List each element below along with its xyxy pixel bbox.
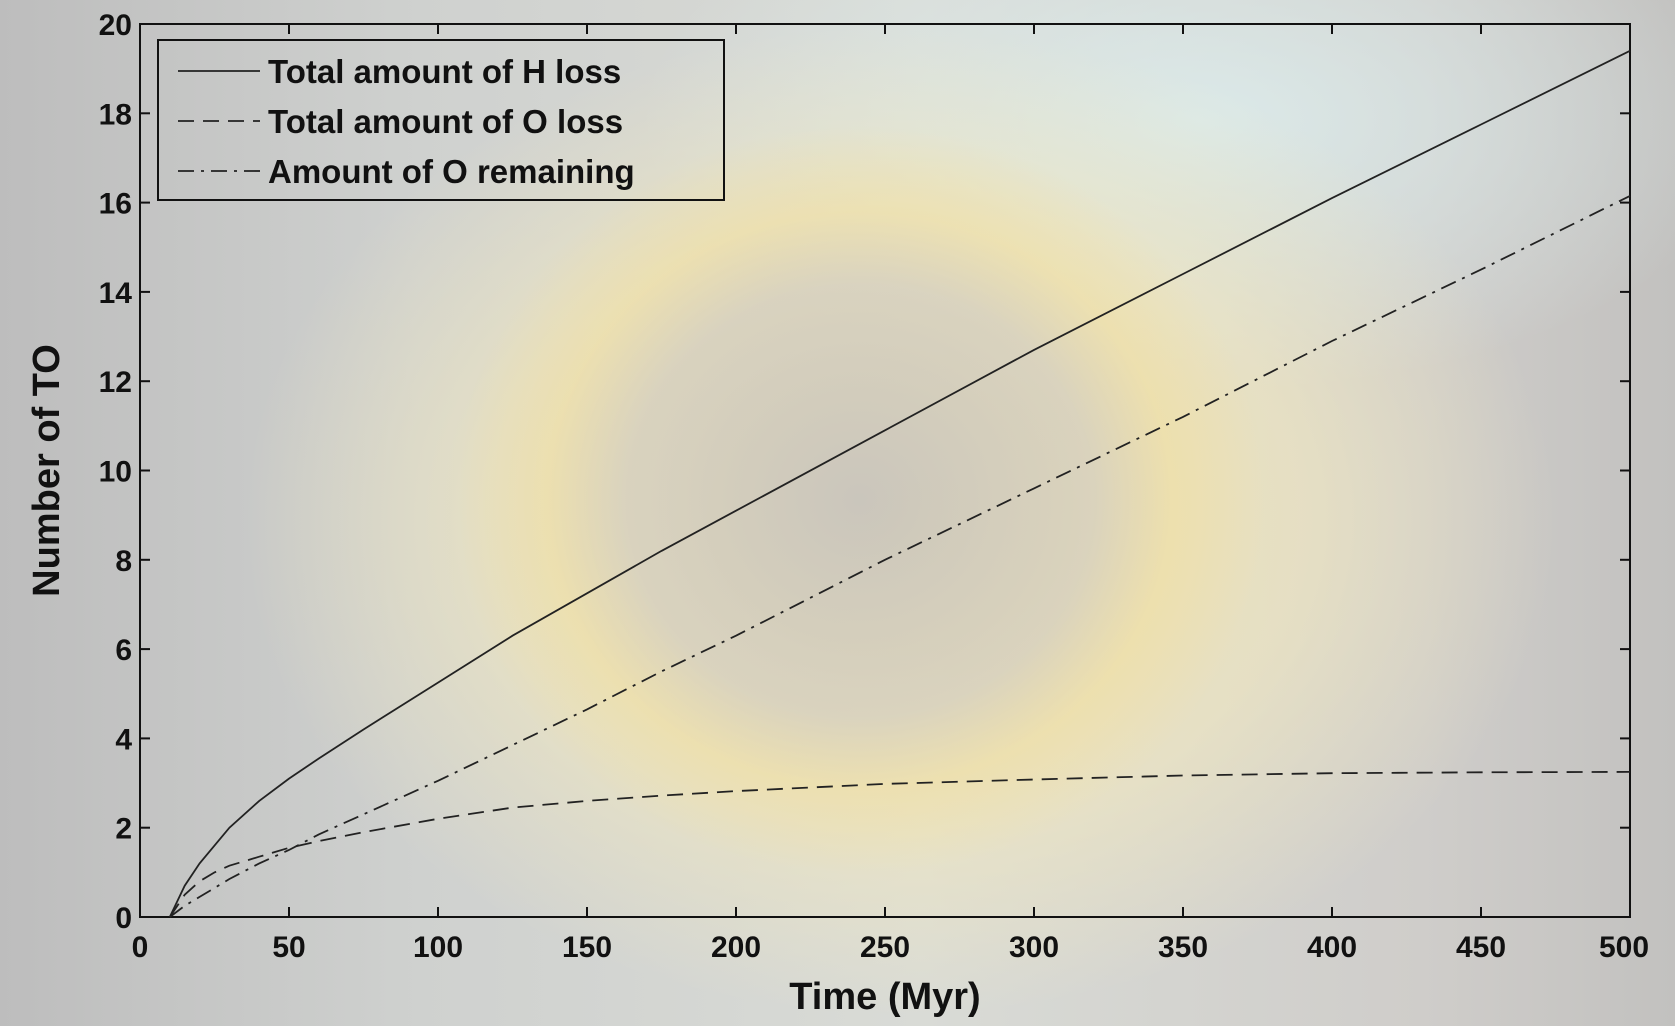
x-tick-label: 350: [1158, 931, 1208, 964]
y-tick-label: 2: [115, 813, 132, 846]
y-tick-label: 10: [99, 456, 132, 489]
series-line-2: [169, 195, 1631, 918]
series-line-0: [168, 49, 1631, 918]
series-lines: [168, 49, 1631, 918]
y-tick-label: 18: [99, 98, 132, 131]
y-tick-label: 4: [115, 723, 132, 756]
x-tick-label: 300: [1009, 931, 1059, 964]
legend-label-1: Total amount of O loss: [268, 103, 623, 140]
axis-ticks: [139, 23, 1631, 918]
legend-box: [157, 39, 725, 201]
x-tick-label: 400: [1307, 931, 1357, 964]
y-tick-label: 6: [115, 634, 132, 667]
x-tick-label: 250: [860, 931, 910, 964]
x-tick-label: 500: [1599, 931, 1649, 964]
x-tick-label: 100: [413, 931, 463, 964]
series-line-1: [169, 771, 1631, 918]
x-tick-label: 150: [562, 931, 612, 964]
legend: Total amount of H loss Total amount of O …: [157, 39, 725, 201]
y-tick-label: 14: [99, 277, 133, 310]
y-tick-label: 8: [115, 545, 132, 578]
legend-label-2: Amount of O remaining: [268, 153, 635, 190]
axis-tick-labels: 0 50 100 150 200 250 300 350 400 450 500 0 2 4 6 8 10 12 1…: [99, 9, 1649, 964]
x-tick-label: 450: [1456, 931, 1506, 964]
y-tick-label: 20: [99, 9, 132, 42]
y-tick-label: 16: [99, 188, 132, 221]
y-tick-label: 12: [99, 366, 132, 399]
y-tick-label: 0: [115, 902, 132, 935]
x-axis-title: Time (Myr): [789, 976, 980, 1018]
legend-label-0: Total amount of H loss: [268, 53, 621, 90]
x-tick-label: 0: [132, 931, 149, 964]
y-axis-title: Number of TO: [26, 344, 68, 597]
x-tick-label: 50: [272, 931, 305, 964]
x-tick-label: 200: [711, 931, 761, 964]
